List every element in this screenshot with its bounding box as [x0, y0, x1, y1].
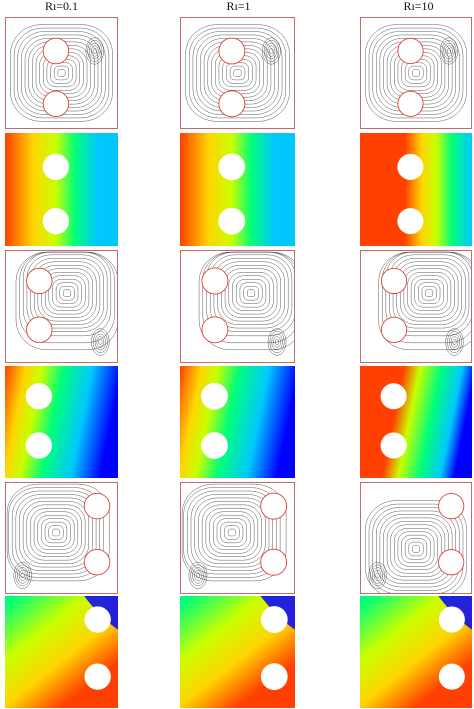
- column-header-2: Rı=1: [226, 0, 251, 13]
- temperature-panel-r4-c2: [180, 366, 295, 478]
- streamlines: [181, 483, 287, 589]
- streamline-panel-r5-c1: [5, 482, 118, 594]
- temperature-panel-r6-c3: [360, 596, 472, 708]
- temperature-panel-r4-c3: [360, 366, 472, 478]
- cylinder-2: [438, 663, 465, 690]
- cylinder-1: [201, 267, 229, 295]
- cylinder-2: [397, 90, 424, 117]
- cylinder-1: [42, 37, 70, 65]
- cylinder-1: [397, 153, 424, 180]
- cylinder-2: [380, 432, 407, 459]
- cylinder-1: [84, 606, 111, 633]
- cylinder-2: [84, 663, 111, 690]
- cylinder-1: [397, 37, 424, 65]
- cylinder-1: [26, 267, 53, 295]
- temperature-panel-r6-c1: [5, 596, 118, 708]
- cylinder-2: [438, 549, 465, 576]
- temperature-panel-r2-c3: [360, 133, 472, 246]
- cylinder-1: [201, 382, 228, 410]
- cylinder-1: [438, 493, 465, 520]
- temperature-field: [5, 366, 118, 478]
- column-header-1: Rı=0.1: [44, 0, 79, 13]
- cylinder-1: [438, 606, 465, 633]
- cylinder-1: [218, 37, 246, 65]
- cylinder-2: [26, 316, 53, 344]
- streamline-panel-r3-c3: [360, 250, 472, 363]
- cylinder-1: [83, 492, 111, 520]
- cylinder-2: [380, 316, 408, 343]
- cylinder-1: [260, 492, 288, 520]
- cylinder-2: [397, 208, 424, 235]
- cylinder-1: [25, 383, 53, 410]
- temperature-field: [360, 366, 472, 478]
- streamlines: [365, 500, 467, 593]
- temperature-panel-r4-c1: [5, 366, 118, 478]
- cylinder-2: [25, 432, 53, 459]
- cylinder-2: [83, 548, 111, 576]
- cylinder-2: [201, 432, 228, 459]
- streamline-panel-r3-c2: [180, 250, 295, 363]
- cylinder-1: [380, 383, 407, 410]
- temperature-field: [180, 366, 295, 478]
- streamlines: [6, 483, 110, 589]
- cylinder-1: [218, 153, 246, 181]
- cylinder-2: [218, 90, 246, 118]
- cylinder-2: [42, 90, 70, 118]
- column-header-3: Rı=10: [403, 0, 434, 13]
- cylinder-2: [42, 207, 70, 235]
- streamline-panel-r1-c3: [360, 17, 472, 129]
- streamline-panel-r1-c1: [5, 17, 118, 129]
- temperature-panel-r6-c2: [180, 596, 295, 708]
- temperature-panel-r2-c1: [5, 133, 118, 246]
- cylinder-2: [201, 316, 229, 344]
- streamline-panel-r5-c2: [180, 482, 295, 594]
- cylinder-2: [218, 207, 246, 235]
- cylinder-1: [260, 606, 288, 633]
- cylinder-2: [260, 548, 288, 576]
- cylinder-1: [380, 267, 408, 295]
- cylinder-1: [42, 153, 70, 181]
- streamline-panel-r3-c1: [5, 250, 118, 363]
- streamline-panel-r1-c2: [180, 17, 295, 129]
- temperature-panel-r2-c2: [180, 133, 295, 246]
- cylinder-2: [260, 663, 288, 691]
- streamline-panel-r5-c3: [360, 482, 472, 594]
- streamlines: [198, 251, 294, 356]
